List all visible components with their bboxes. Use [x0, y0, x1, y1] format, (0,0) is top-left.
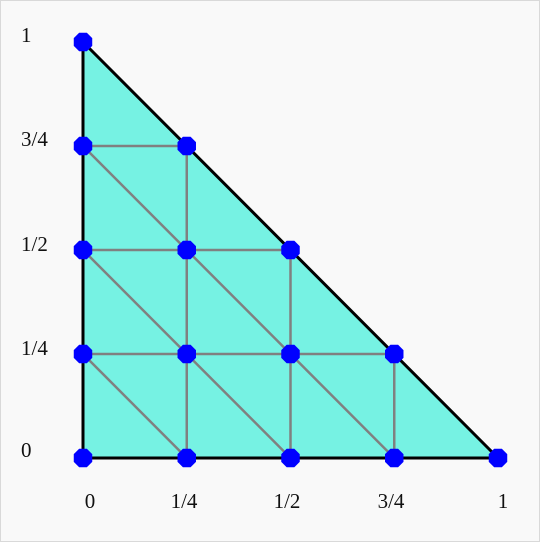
mesh-node [385, 448, 404, 468]
x-tick-label-3: 3/4 [378, 489, 405, 513]
mesh-diagonal-line [82, 353, 188, 459]
mesh-node [177, 136, 196, 156]
mesh-node [73, 448, 93, 468]
y-tick-label-3: 3/4 [21, 127, 48, 151]
mesh-node [281, 448, 300, 468]
y-tick-label-1: 1/4 [21, 336, 48, 360]
mesh-node [73, 240, 93, 260]
mesh-diagonal-line [82, 145, 396, 459]
x-tick-label-4: 1 [498, 489, 509, 513]
mesh-node [281, 240, 300, 260]
mesh-node [177, 448, 196, 468]
y-tick-labels: 0 1/4 1/2 3/4 1 [21, 23, 48, 462]
mesh-node [73, 32, 93, 52]
mesh-node [177, 240, 196, 260]
x-tick-labels: 0 1/4 1/2 3/4 1 [85, 489, 509, 513]
mesh-node [177, 344, 196, 364]
mesh-node [385, 344, 404, 364]
mesh-node [73, 344, 93, 364]
mesh-node [281, 344, 300, 364]
mesh-node [488, 448, 508, 468]
x-tick-label-2: 1/2 [274, 489, 301, 513]
y-tick-label-4: 1 [21, 23, 32, 47]
mesh-nodes [73, 32, 508, 468]
y-tick-label-2: 1/2 [21, 232, 48, 256]
mesh-node [73, 136, 93, 156]
x-tick-label-1: 1/4 [171, 489, 198, 513]
x-tick-label-0: 0 [85, 489, 96, 513]
y-tick-label-0: 0 [21, 438, 32, 462]
